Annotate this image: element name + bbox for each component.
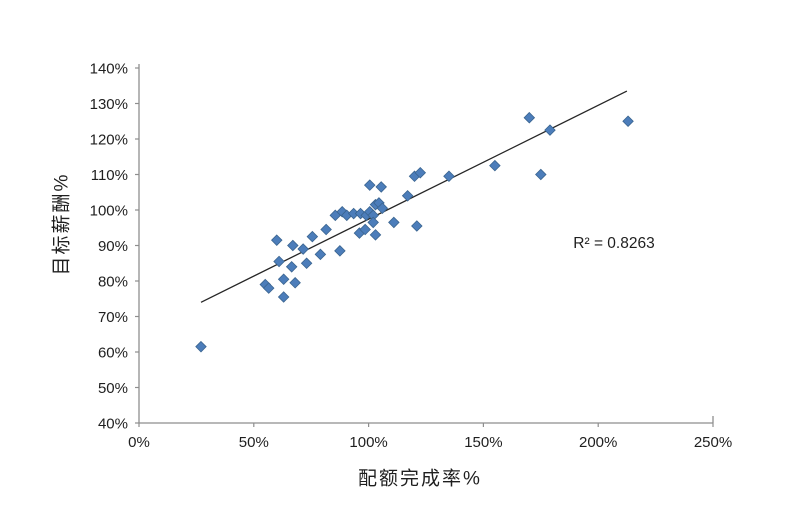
data-point-diamond <box>297 243 309 255</box>
data-point-diamond <box>489 159 501 172</box>
data-point-diamond <box>289 277 301 289</box>
data-point-diamond <box>285 261 298 273</box>
data-point-diamond <box>535 168 547 181</box>
x-tick-label: 100% <box>349 434 387 451</box>
data-point-diamond <box>388 216 400 229</box>
y-tick-label: 120% <box>90 131 128 148</box>
y-tick-label: 40% <box>98 415 128 432</box>
data-point-diamond <box>320 223 332 236</box>
data-point-diamond <box>414 166 427 179</box>
data-point-diamond <box>277 273 290 285</box>
y-tick-label: 130% <box>90 96 128 113</box>
data-point-diamond <box>443 170 455 183</box>
y-tick-label: 70% <box>98 309 128 326</box>
data-point-diamond <box>369 229 382 241</box>
y-axis-title: 目标薪酬% <box>51 172 73 276</box>
data-point-diamond <box>287 239 299 252</box>
data-point-diamond <box>376 202 389 214</box>
x-tick-label: 0% <box>128 434 150 451</box>
data-point-diamond <box>375 181 387 193</box>
data-point-diamond <box>314 248 327 261</box>
data-point-diamond <box>544 124 556 136</box>
x-tick-label: 200% <box>579 434 617 451</box>
data-point-diamond <box>367 216 379 229</box>
data-point-diamond <box>359 223 371 236</box>
x-axis-title: 配额完成率% <box>358 468 482 490</box>
data-point-diamond <box>411 220 423 232</box>
y-tick-label: 50% <box>98 380 128 397</box>
x-tick-label: 250% <box>694 434 732 451</box>
r-squared-annotation: R² = 0.8263 <box>573 235 655 252</box>
data-point-diamond <box>277 291 290 303</box>
data-point-diamond <box>363 179 376 191</box>
y-tick-label: 80% <box>98 273 128 290</box>
y-tick-label: 100% <box>90 202 128 219</box>
data-point-diamond <box>270 234 283 246</box>
data-point-diamond <box>195 340 207 353</box>
data-point-diamond <box>334 245 346 257</box>
y-tick-label: 140% <box>90 60 128 77</box>
trendline <box>200 90 628 303</box>
data-point-diamond <box>622 115 634 128</box>
x-tick-label: 150% <box>464 434 502 451</box>
y-tick-label: 90% <box>98 238 128 255</box>
data-point-diamond <box>273 255 285 268</box>
data-point-diamond <box>262 282 275 294</box>
data-point-diamond <box>401 190 414 202</box>
x-tick-label: 50% <box>239 434 269 451</box>
y-tick-label: 110% <box>91 167 128 184</box>
y-tick-label: 60% <box>98 344 128 361</box>
data-point-diamond <box>306 230 319 243</box>
data-point-diamond <box>523 111 536 124</box>
data-point-diamond <box>300 257 313 270</box>
